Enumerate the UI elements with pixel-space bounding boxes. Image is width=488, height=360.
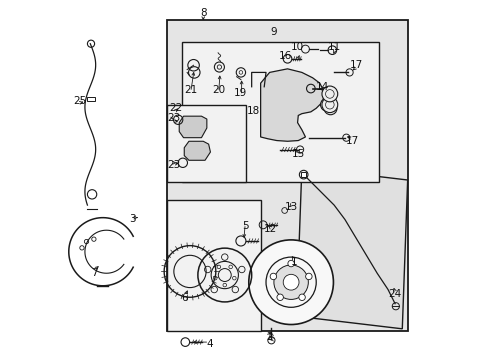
Text: 17: 17 — [345, 136, 358, 146]
Circle shape — [321, 86, 337, 102]
Text: 2: 2 — [266, 332, 272, 342]
Text: 24: 24 — [387, 289, 401, 299]
Text: 3: 3 — [129, 215, 135, 224]
Text: 5: 5 — [242, 221, 248, 231]
Text: 23: 23 — [166, 113, 180, 123]
Text: 9: 9 — [269, 27, 276, 37]
Bar — [86, 97, 94, 101]
Circle shape — [324, 102, 336, 115]
Text: 10: 10 — [290, 42, 304, 51]
Circle shape — [283, 274, 298, 290]
Text: 1: 1 — [290, 257, 297, 267]
FancyBboxPatch shape — [167, 21, 407, 330]
Text: 20: 20 — [212, 85, 225, 95]
Text: 7: 7 — [91, 267, 98, 278]
Text: 22: 22 — [169, 103, 183, 113]
Circle shape — [269, 273, 276, 280]
Polygon shape — [296, 167, 407, 329]
Circle shape — [298, 294, 305, 301]
Circle shape — [321, 97, 337, 113]
Text: 16: 16 — [279, 51, 292, 61]
Polygon shape — [260, 69, 323, 141]
Text: 18: 18 — [246, 106, 260, 116]
Circle shape — [324, 87, 336, 100]
Text: 4: 4 — [205, 339, 212, 349]
Circle shape — [273, 265, 308, 300]
FancyBboxPatch shape — [167, 105, 246, 182]
Circle shape — [305, 273, 311, 280]
Bar — [301, 172, 305, 177]
Text: 15: 15 — [291, 149, 305, 159]
Text: 17: 17 — [349, 59, 362, 69]
Text: 25: 25 — [73, 96, 86, 106]
Circle shape — [248, 240, 333, 324]
Text: 23: 23 — [166, 160, 180, 170]
Circle shape — [276, 294, 283, 301]
Polygon shape — [184, 141, 210, 160]
Circle shape — [320, 98, 333, 111]
Text: 12: 12 — [263, 225, 276, 234]
Text: 14: 14 — [315, 82, 328, 93]
Text: 21: 21 — [183, 85, 197, 95]
Text: 11: 11 — [327, 42, 340, 52]
Text: 19: 19 — [234, 88, 247, 98]
Text: 13: 13 — [285, 202, 298, 212]
Polygon shape — [179, 116, 206, 138]
FancyBboxPatch shape — [182, 42, 378, 182]
Text: 6: 6 — [181, 293, 187, 303]
FancyBboxPatch shape — [167, 200, 260, 330]
Text: 8: 8 — [200, 8, 206, 18]
Circle shape — [287, 260, 294, 267]
